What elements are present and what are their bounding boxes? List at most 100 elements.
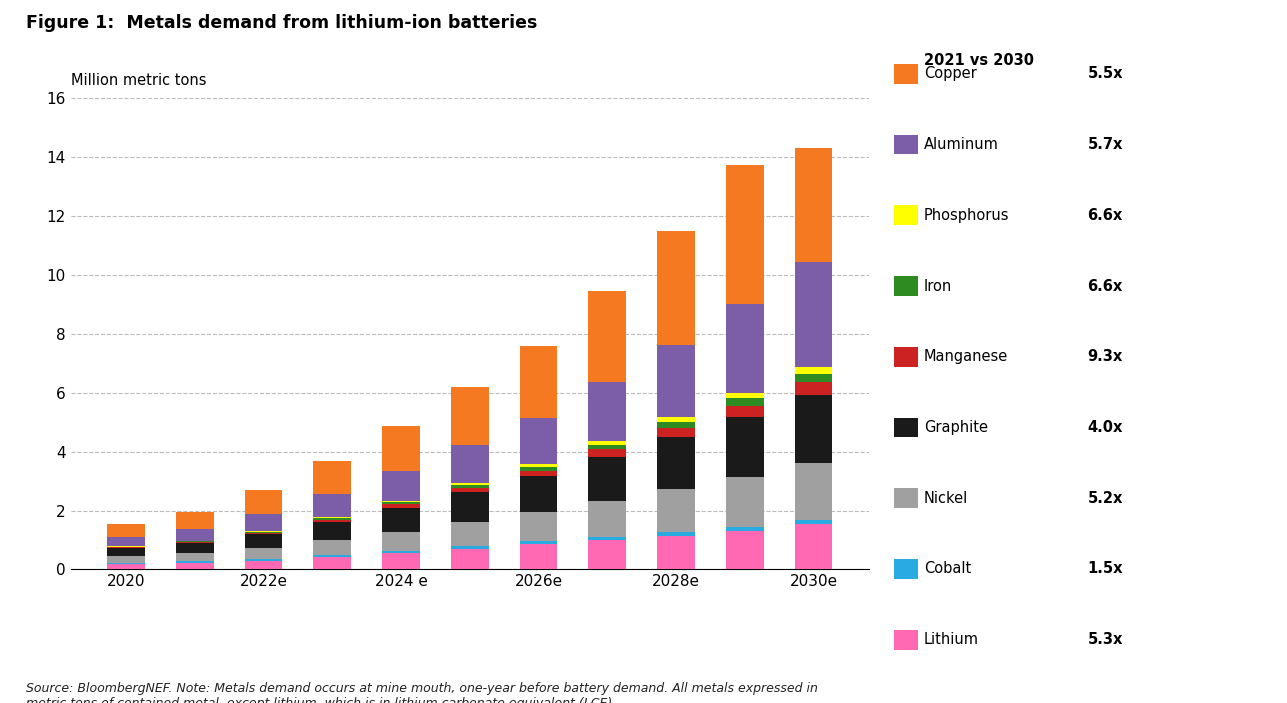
Bar [107,564,145,569]
Bar [245,533,282,534]
Text: 6.6x: 6.6x [1088,278,1122,294]
Text: Manganese: Manganese [924,349,1008,364]
Text: 6.6x: 6.6x [1088,208,1122,223]
Bar [726,406,763,417]
Bar [520,544,557,569]
Text: Nickel: Nickel [924,491,968,505]
Bar [726,165,763,304]
Bar [520,418,557,464]
Bar [658,428,695,437]
Bar [176,529,214,541]
Text: 2021 vs 2030: 2021 vs 2030 [924,53,1033,67]
Bar [313,557,351,569]
Bar [588,457,627,501]
Text: Cobalt: Cobalt [924,562,972,576]
Bar [794,520,833,524]
Bar [313,555,351,557]
Bar [450,492,489,522]
Text: Graphite: Graphite [924,420,988,435]
Text: Lithium: Lithium [924,632,979,647]
Bar [176,562,214,563]
Bar [313,518,351,520]
Bar [658,532,695,536]
Bar [520,476,557,512]
Text: 1.5x: 1.5x [1088,562,1124,576]
Bar [588,291,627,382]
Bar [588,540,627,569]
Bar [588,537,627,540]
Bar [726,399,763,406]
Bar [176,512,214,529]
Bar [176,553,214,562]
Bar [107,548,145,557]
Bar [382,470,420,501]
Bar [520,541,557,544]
Bar [245,514,282,531]
Bar [382,503,420,504]
Text: 5.3x: 5.3x [1088,632,1122,647]
Text: Phosphorus: Phosphorus [924,208,1009,223]
Bar [107,557,145,563]
Bar [382,531,420,551]
Bar [450,387,489,445]
Bar [520,346,557,418]
Text: 5.2x: 5.2x [1088,491,1122,505]
Bar [313,517,351,518]
Text: 9.3x: 9.3x [1088,349,1122,364]
Bar [726,531,763,569]
Text: 5.7x: 5.7x [1088,137,1122,152]
Bar [107,524,145,537]
Bar [658,422,695,428]
Bar [313,520,351,522]
Bar [107,537,145,546]
Bar [588,441,627,444]
Bar [658,536,695,569]
Text: Copper: Copper [924,66,977,82]
Bar [450,546,489,549]
Bar [520,512,557,541]
Bar [382,551,420,553]
Bar [794,366,833,374]
Bar [245,490,282,514]
Bar [107,563,145,564]
Bar [794,148,833,262]
Bar [658,231,695,345]
Bar [450,522,489,546]
Bar [726,392,763,399]
Text: Source: BloombergNEF. Note: Metals demand occurs at mine mouth, one-year before : Source: BloombergNEF. Note: Metals deman… [26,682,817,703]
Bar [658,489,695,532]
Bar [588,449,627,457]
Bar [176,563,214,569]
Bar [313,461,351,494]
Bar [794,262,833,366]
Text: Iron: Iron [924,278,952,294]
Bar [794,396,833,463]
Bar [658,437,695,489]
Bar [382,553,420,569]
Text: Million metric tons: Million metric tons [71,73,206,88]
Bar [313,494,351,517]
Bar [588,501,627,537]
Bar [450,445,489,482]
Bar [245,548,282,559]
Bar [794,463,833,520]
Bar [588,444,627,449]
Bar [726,527,763,531]
Bar [313,522,351,541]
Bar [726,417,763,477]
Bar [313,541,351,555]
Bar [176,542,214,543]
Text: 5.5x: 5.5x [1088,66,1124,82]
Bar [588,382,627,441]
Bar [382,426,420,470]
Bar [176,543,214,553]
Bar [245,560,282,569]
Bar [794,374,833,382]
Bar [658,418,695,422]
Bar [450,488,489,492]
Text: 4.0x: 4.0x [1088,420,1122,435]
Bar [794,382,833,396]
Bar [382,501,420,503]
Bar [245,534,282,548]
Bar [520,470,557,476]
